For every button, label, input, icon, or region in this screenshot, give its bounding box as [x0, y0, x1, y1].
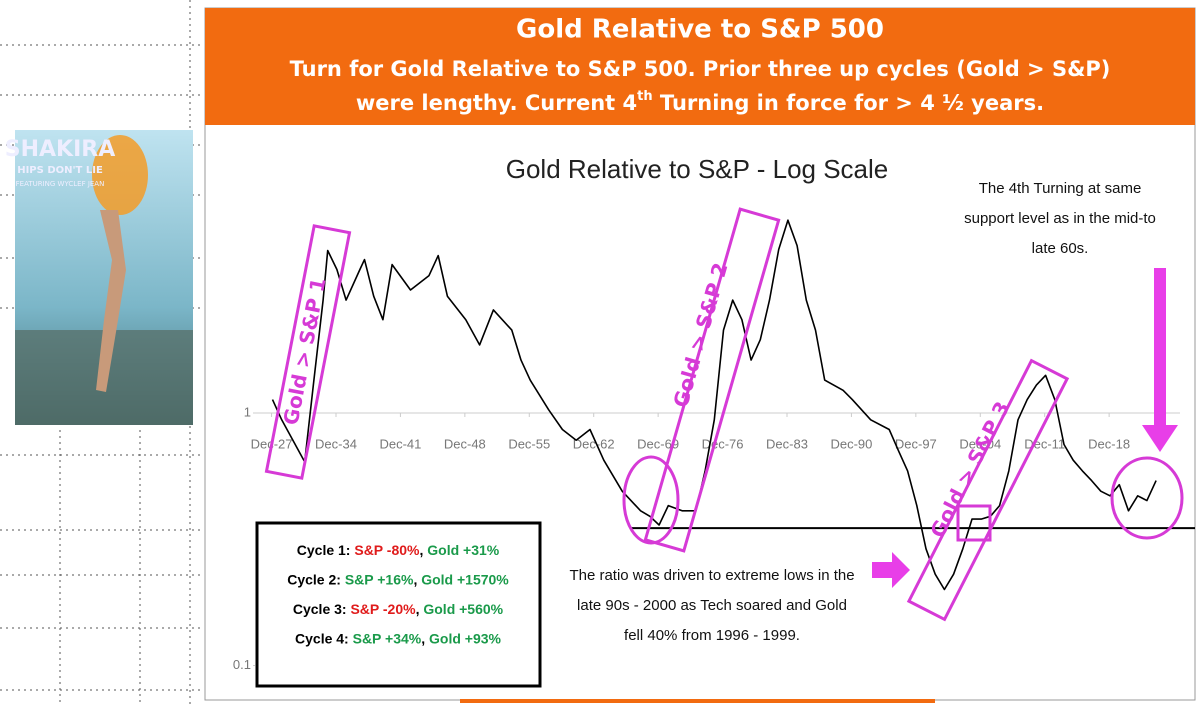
- note-text: late 90s - 2000 as Tech soared and Gold: [577, 597, 847, 614]
- x-tick-label: Dec-41: [379, 436, 421, 451]
- header-subtitle: Turn for Gold Relative to S&P 500. Prior…: [290, 57, 1111, 81]
- cycle-sp: S&P -20%: [350, 601, 416, 617]
- cycle-summary-box: [255, 521, 542, 688]
- header-bar: [205, 8, 1195, 125]
- footer-bar: [460, 699, 935, 703]
- sheet-grid: [0, 0, 200, 705]
- highlight-circle: [1110, 456, 1184, 540]
- cycle-line: Cycle 1: S&P -80%, Gold +31%: [297, 542, 500, 558]
- note-text: The ratio was driven to extreme lows in …: [569, 567, 854, 584]
- x-tick-label: Dec-83: [766, 436, 808, 451]
- cycle-box: [906, 358, 1070, 622]
- cycle-sep: ,: [416, 601, 424, 617]
- x-tick-label: Dec-48: [444, 436, 486, 451]
- cycle-sp: S&P -80%: [354, 542, 420, 558]
- highlight-circle: [622, 455, 680, 545]
- cycle-gold: Gold +560%: [423, 601, 503, 617]
- cycle-box: [643, 207, 781, 553]
- header-subtitle: were lengthy. Current 4th Turning in for…: [356, 89, 1044, 116]
- album-title: SHAKIRA: [5, 137, 115, 162]
- note-text: The 4th Turning at same: [979, 180, 1142, 197]
- cycle-label: Cycle 2:: [287, 571, 345, 587]
- data-line: [271, 219, 1157, 591]
- cycle-gold: Gold +31%: [427, 542, 500, 558]
- cycle-gold: Gold +1570%: [421, 571, 509, 587]
- cycle-box: [264, 224, 352, 480]
- cycle-sep: ,: [419, 542, 427, 558]
- cycle-sp: S&P +34%: [353, 630, 422, 646]
- y-tick-label: 0.1: [233, 657, 251, 672]
- x-tick-label: Dec-97: [895, 436, 937, 451]
- note-text: support level as in the mid-to: [964, 210, 1156, 227]
- y-tick-label: 1: [244, 404, 251, 419]
- cycle-gold: Gold +93%: [429, 630, 502, 646]
- note-text: late 60s.: [1032, 240, 1089, 257]
- x-tick-label: Dec-62: [573, 436, 615, 451]
- cycle-line: Cycle 2: S&P +16%, Gold +1570%: [287, 571, 509, 587]
- x-tick-label: Dec-69: [637, 436, 679, 451]
- arrow: [1142, 268, 1178, 452]
- subtitle-sup: th: [637, 89, 652, 104]
- arrow: [872, 552, 910, 588]
- x-tick-label: Dec-76: [702, 436, 744, 451]
- cycle-line: Cycle 4: S&P +34%, Gold +93%: [295, 630, 502, 646]
- header-title: Gold Relative to S&P 500: [516, 15, 884, 45]
- cycle-summary: Cycle 1: S&P -80%, Gold +31% Cycle 2: S&P…: [287, 542, 509, 647]
- x-tick-label: Dec-90: [830, 436, 872, 451]
- x-tick-label: Dec-55: [508, 436, 550, 451]
- cycle-label: Cycle 1:: [297, 542, 355, 558]
- subtitle-part: Turning in force for > 4 ½ years.: [653, 91, 1045, 115]
- cycle-label: Cycle 3:: [293, 601, 351, 617]
- album-cover: SHAKIRA HIPS DON'T LIE FEATURING WYCLEF …: [5, 130, 193, 425]
- x-tick-label: Dec-18: [1088, 436, 1130, 451]
- cycle-line: Cycle 3: S&P -20%, Gold +560%: [293, 601, 504, 617]
- highlight-box: [956, 504, 992, 542]
- cycle-label: Cycle 4:: [295, 630, 353, 646]
- chart-title: Gold Relative to S&P - Log Scale: [506, 154, 889, 184]
- cycle-sep: ,: [421, 630, 429, 646]
- album-subtitle: HIPS DON'T LIE: [17, 165, 103, 176]
- subtitle-part: were lengthy. Current 4: [356, 91, 637, 115]
- note-text: fell 40% from 1996 - 1999.: [624, 627, 800, 644]
- cycle-sp: S&P +16%: [345, 571, 414, 587]
- cycle-sep: ,: [413, 571, 421, 587]
- x-tick-label: Dec-34: [315, 436, 357, 451]
- album-credit: FEATURING WYCLEF JEAN: [16, 180, 105, 188]
